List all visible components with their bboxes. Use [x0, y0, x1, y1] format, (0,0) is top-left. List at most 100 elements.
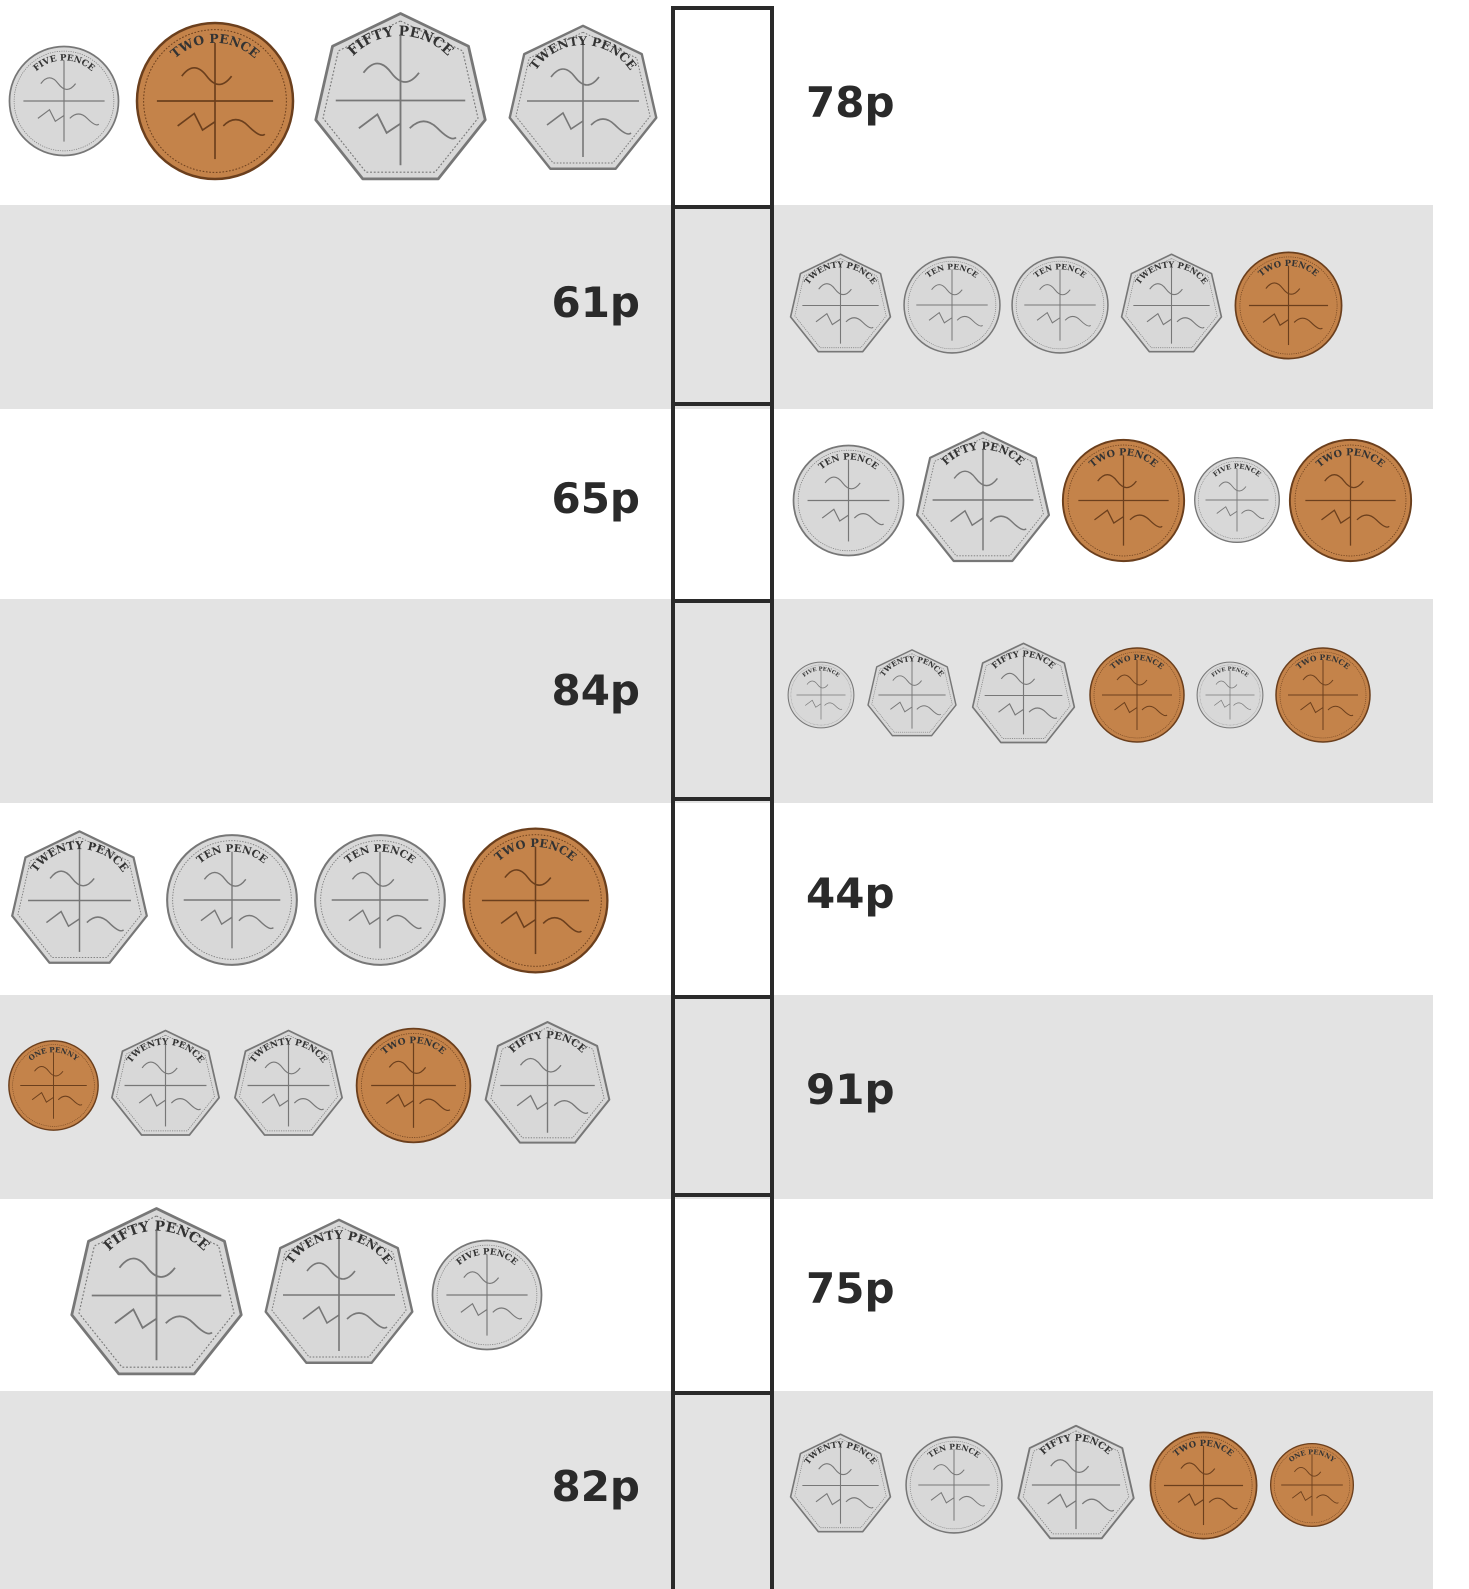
shield-fragment [1281, 1454, 1343, 1516]
coin-rim [797, 449, 900, 551]
shield-fragment [124, 1044, 207, 1126]
coin-2p: TWO PENCE [353, 1025, 474, 1146]
coin-20p: TWENTY PENCE [786, 251, 895, 360]
shield-fragment [918, 1449, 990, 1521]
answer-box[interactable] [671, 1391, 774, 1589]
shield-fragment [247, 1044, 330, 1126]
coin-rim [322, 20, 479, 173]
coin-rim [172, 840, 292, 960]
coin-rim [1279, 651, 1367, 739]
coin-rim [1198, 461, 1276, 539]
shield-fragment [916, 269, 988, 341]
coin-rim [13, 50, 115, 151]
coin-rim [1093, 651, 1181, 739]
amount-label: 44p [806, 869, 895, 918]
answer-box[interactable] [671, 797, 774, 996]
coin-20p: TWENTY PENCE [107, 1027, 224, 1144]
coin-rim [436, 1244, 538, 1346]
coin-rim [12, 1043, 95, 1127]
shield-fragment [371, 1042, 456, 1128]
shield-fragment [984, 656, 1063, 734]
coin-rim [143, 28, 287, 173]
coin-20p: TWENTY PENCE [259, 1215, 419, 1375]
coin-10p: TEN PENCE [311, 831, 449, 969]
coin-20p: TWENTY PENCE [6, 827, 153, 974]
coin-10p: TEN PENCE [790, 442, 907, 559]
shield-fragment [156, 42, 274, 159]
shield-fragment [481, 846, 590, 954]
coin-10p: TEN PENCE [903, 1434, 1005, 1536]
shield-fragment [1288, 660, 1358, 730]
answer-box[interactable] [671, 995, 774, 1194]
answer-box[interactable] [671, 599, 774, 798]
coin-rim [78, 1214, 235, 1368]
shield-fragment [932, 449, 1034, 551]
answer-box[interactable] [671, 6, 774, 205]
answer-box[interactable] [671, 1193, 774, 1392]
coin-1p: ONE PENNY [6, 1038, 101, 1133]
coin-2p: TWO PENCE [1087, 645, 1187, 745]
shield-fragment [878, 661, 946, 729]
shield-fragment [1305, 454, 1396, 546]
amount-label: 84p [551, 666, 640, 715]
shield-fragment [1078, 454, 1169, 546]
coin-rim [239, 1034, 338, 1131]
coin-rim [1154, 1436, 1253, 1534]
coin-rim [794, 1437, 887, 1528]
coin-rim [361, 1032, 466, 1138]
coin-rim [1294, 444, 1407, 556]
coin-rim [1273, 1446, 1351, 1524]
coin-rim [794, 257, 887, 348]
coin-50p: FIFTY PENCE [1013, 1422, 1139, 1548]
shield-fragment [331, 851, 429, 949]
coin-20p: TWENTY PENCE [230, 1027, 347, 1144]
coin-50p: FIFTY PENCE [480, 1018, 615, 1153]
coin-20p: TWENTY PENCE [864, 647, 960, 743]
answer-box[interactable] [671, 205, 774, 404]
coin-group: FIVE PENCE TWENTY PENCE FIFTY PENCE TWO PEN… [786, 635, 1373, 755]
shield-fragment [91, 1230, 222, 1360]
shield-fragment [23, 59, 105, 142]
amount-label: 61p [551, 278, 640, 327]
coin-group: ONE PENNY TWENTY PENCE TWENTY PENCE TWO PEN… [6, 1015, 615, 1155]
coin-rim [1199, 664, 1261, 726]
coin-rim [490, 1026, 605, 1138]
coin-50p: FIFTY PENCE [308, 8, 493, 193]
coin-50p: FIFTY PENCE [64, 1203, 249, 1388]
coin-10p: TEN PENCE [901, 254, 1003, 356]
amount-label: 82p [551, 1462, 640, 1511]
shield-fragment [183, 851, 281, 949]
coin-2p: TWO PENCE [1059, 436, 1188, 565]
coin-group: TWENTY PENCE TEN PENCE TEN PENCE TWENTY PEN… [786, 240, 1345, 370]
coin-20p: TWENTY PENCE [786, 1431, 895, 1540]
coin-rim [922, 437, 1044, 557]
coin-50p: FIFTY PENCE [911, 428, 1055, 572]
coin-2p: TWO PENCE [1232, 249, 1345, 362]
coin-rim [976, 646, 1071, 739]
coin-group: TWENTY PENCE TEN PENCE TEN PENCE TWO PENCE [6, 815, 612, 985]
coin-2p: TWO PENCE [1273, 645, 1373, 745]
answer-box[interactable] [671, 402, 774, 601]
shield-fragment [1205, 468, 1269, 532]
coin-20p: TWENTY PENCE [1117, 251, 1226, 360]
amount-label: 75p [806, 1264, 895, 1313]
coin-2p: TWO PENCE [459, 824, 612, 977]
shield-fragment [283, 1239, 395, 1351]
shield-fragment [1163, 1445, 1244, 1525]
coin-10p: TEN PENCE [163, 831, 301, 969]
amount-label: 65p [551, 474, 640, 523]
coin-5p: FIVE PENCE [6, 43, 122, 159]
shield-fragment [807, 459, 890, 541]
shield-fragment [1205, 670, 1255, 720]
coin-5p: FIVE PENCE [1195, 660, 1265, 730]
coin-rim [116, 1034, 215, 1131]
shield-fragment [335, 35, 466, 166]
coin-rim [1067, 444, 1180, 556]
shield-fragment [802, 266, 879, 344]
shield-fragment [1102, 660, 1172, 730]
amount-label: 91p [806, 1065, 895, 1114]
coin-rim [515, 31, 651, 163]
coin-group: FIVE PENCE TWO PENCE FIFTY PENCE TWENTY PEN… [6, 8, 663, 193]
coin-2p: TWO PENCE [132, 18, 298, 184]
coin-rim [909, 1440, 999, 1530]
